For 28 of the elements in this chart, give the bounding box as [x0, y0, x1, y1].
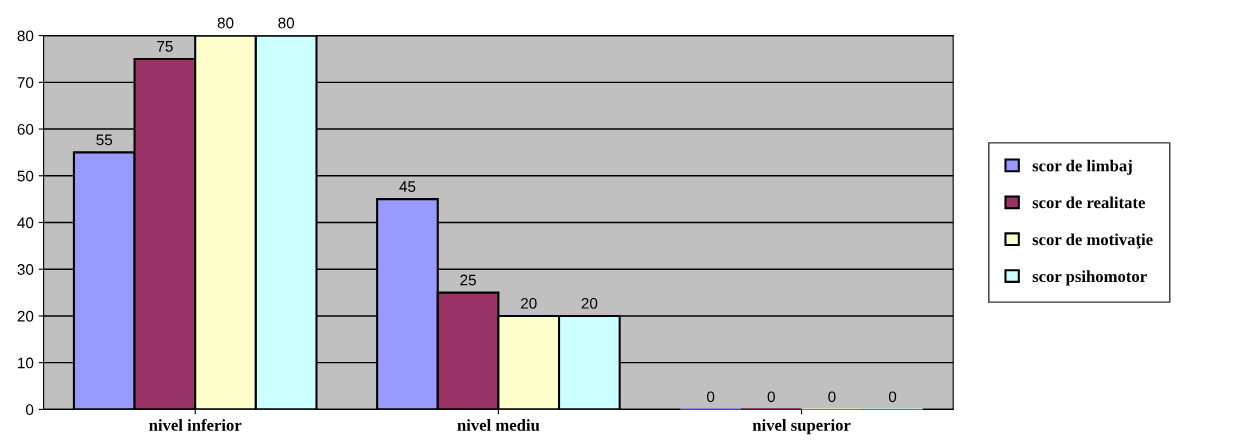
- y-tick-label: 0: [25, 404, 34, 416]
- y-tick-label: 50: [17, 170, 34, 182]
- y-tick-label: 80: [17, 30, 34, 42]
- legend-label: scor de motivaţie: [1032, 233, 1153, 249]
- data-label: 80: [278, 17, 295, 29]
- data-label: 0: [706, 391, 715, 403]
- x-tick-label: nivel inferior: [149, 418, 242, 431]
- y-tick-label: 40: [17, 217, 34, 229]
- data-label: 0: [828, 391, 836, 403]
- data-label: 45: [399, 181, 416, 192]
- x-tick-label: nivel superior: [752, 419, 851, 435]
- data-label: 20: [520, 297, 537, 309]
- y-tick-label: 70: [17, 77, 34, 89]
- data-label: 80: [217, 17, 234, 29]
- data-label: 20: [581, 297, 598, 309]
- legend-label: scor de realitate: [1032, 196, 1145, 209]
- y-tick-label: 30: [17, 264, 34, 275]
- y-tick-label: 10: [18, 357, 34, 369]
- data-label: 0: [888, 391, 897, 403]
- y-tick-label: 20: [17, 310, 34, 322]
- legend-label: scor psihomotor: [1032, 270, 1147, 286]
- data-label: 25: [460, 274, 476, 286]
- x-tick-label: nivel mediu: [457, 419, 540, 431]
- legend-label: scor de limbaj: [1032, 159, 1132, 175]
- y-tick-label: 60: [17, 123, 34, 135]
- data-label: 55: [96, 134, 113, 146]
- data-label: 75: [157, 41, 173, 52]
- data-label: 0: [767, 391, 775, 403]
